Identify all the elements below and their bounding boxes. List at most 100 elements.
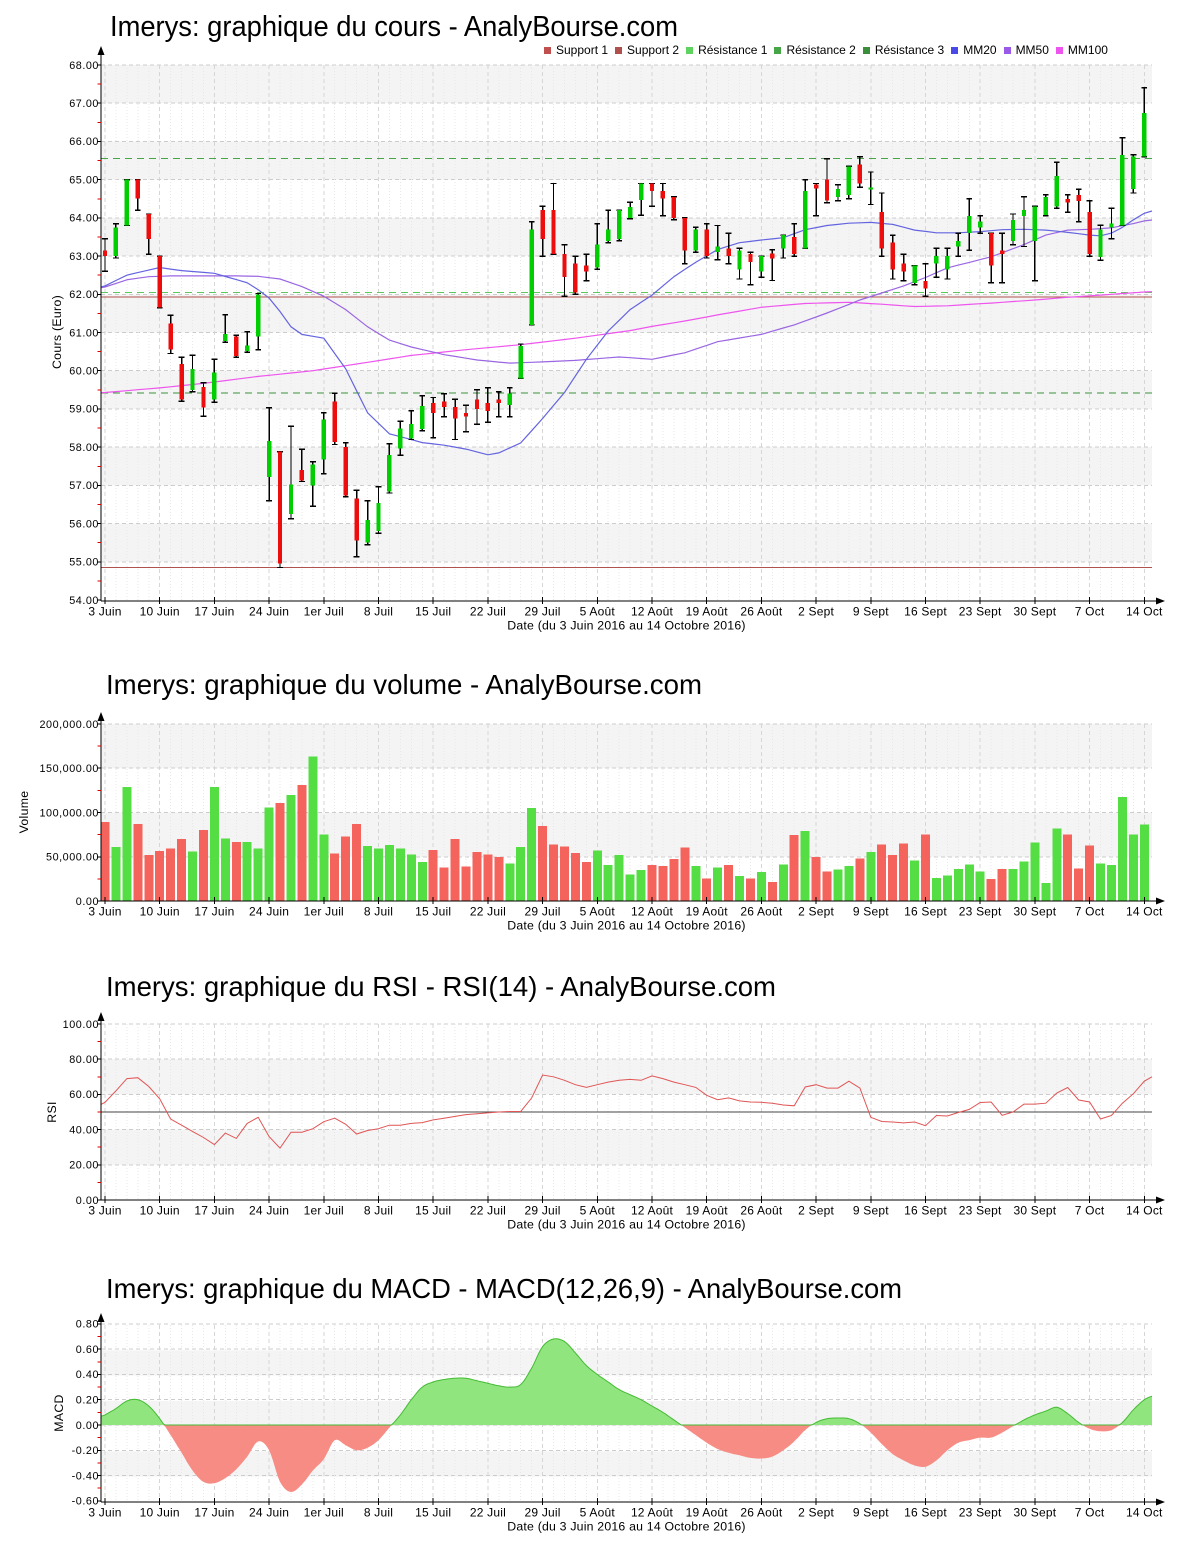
svg-text:12 Août: 12 Août xyxy=(631,1204,674,1218)
svg-text:3 Juin: 3 Juin xyxy=(88,1204,121,1218)
svg-text:2 Sept: 2 Sept xyxy=(798,1506,834,1520)
svg-text:54.00: 54.00 xyxy=(69,595,99,607)
svg-text:8 Juil: 8 Juil xyxy=(364,605,393,619)
svg-text:5 Août: 5 Août xyxy=(580,1204,616,1218)
svg-text:40.00: 40.00 xyxy=(69,1124,99,1136)
svg-text:8 Juil: 8 Juil xyxy=(364,905,393,919)
svg-text:23 Sept: 23 Sept xyxy=(959,1506,1002,1520)
svg-text:19 Août: 19 Août xyxy=(686,1204,729,1218)
svg-text:23 Sept: 23 Sept xyxy=(959,905,1002,919)
svg-text:9 Sept: 9 Sept xyxy=(853,605,889,619)
svg-text:14 Oct: 14 Oct xyxy=(1126,905,1163,919)
svg-text:0.00: 0.00 xyxy=(76,1420,99,1432)
svg-text:-0.40: -0.40 xyxy=(72,1470,99,1482)
svg-text:60.00: 60.00 xyxy=(69,1089,99,1101)
svg-text:Imerys: graphique du cours - A: Imerys: graphique du cours - AnalyBourse… xyxy=(110,11,678,43)
svg-text:Volume: Volume xyxy=(17,791,31,834)
svg-text:56.00: 56.00 xyxy=(69,518,99,530)
svg-text:23 Sept: 23 Sept xyxy=(959,605,1002,619)
svg-text:30 Sept: 30 Sept xyxy=(1014,1204,1057,1218)
svg-text:0.60: 0.60 xyxy=(76,1344,99,1356)
svg-text:29 Juil: 29 Juil xyxy=(525,905,561,919)
svg-text:67.00: 67.00 xyxy=(69,98,99,110)
svg-text:26 Août: 26 Août xyxy=(740,1506,783,1520)
svg-text:9 Sept: 9 Sept xyxy=(853,905,889,919)
svg-text:-0.20: -0.20 xyxy=(72,1445,99,1457)
svg-text:7 Oct: 7 Oct xyxy=(1075,1204,1105,1218)
svg-text:15 Juil: 15 Juil xyxy=(415,905,451,919)
svg-text:0.00: 0.00 xyxy=(76,1195,99,1207)
svg-text:8 Juil: 8 Juil xyxy=(364,1204,393,1218)
svg-text:22 Juil: 22 Juil xyxy=(470,605,506,619)
svg-text:0.00: 0.00 xyxy=(76,896,99,908)
svg-text:24 Juin: 24 Juin xyxy=(249,905,289,919)
svg-text:14 Oct: 14 Oct xyxy=(1126,1204,1163,1218)
svg-text:24 Juin: 24 Juin xyxy=(249,1506,289,1520)
svg-text:19 Août: 19 Août xyxy=(686,605,729,619)
svg-text:7 Oct: 7 Oct xyxy=(1075,605,1105,619)
svg-text:-0.60: -0.60 xyxy=(72,1496,99,1508)
svg-text:RSI: RSI xyxy=(45,1101,59,1122)
svg-text:57.00: 57.00 xyxy=(69,480,99,492)
svg-text:22 Juil: 22 Juil xyxy=(470,905,506,919)
svg-text:Cours (Euro): Cours (Euro) xyxy=(50,295,64,369)
svg-text:17 Juin: 17 Juin xyxy=(194,905,234,919)
svg-text:29 Juil: 29 Juil xyxy=(525,605,561,619)
svg-text:0.20: 0.20 xyxy=(76,1395,99,1407)
svg-text:22 Juil: 22 Juil xyxy=(470,1506,506,1520)
svg-text:26 Août: 26 Août xyxy=(740,905,783,919)
svg-text:62.00: 62.00 xyxy=(69,289,99,301)
svg-text:80.00: 80.00 xyxy=(69,1054,99,1066)
svg-text:Imerys: graphique du MACD - MA: Imerys: graphique du MACD - MACD(12,26,9… xyxy=(106,1273,902,1304)
svg-text:16 Sept: 16 Sept xyxy=(904,605,947,619)
svg-text:50,000.00: 50,000.00 xyxy=(46,852,99,864)
svg-text:Date (du 3 Juin 2016 au 14 Oct: Date (du 3 Juin 2016 au 14 Octobre 2016) xyxy=(507,619,745,633)
svg-text:100,000.00: 100,000.00 xyxy=(39,807,99,819)
svg-text:Imerys: graphique du RSI - RSI: Imerys: graphique du RSI - RSI(14) - Ana… xyxy=(106,971,776,1002)
svg-text:30 Sept: 30 Sept xyxy=(1014,605,1057,619)
svg-text:MACD: MACD xyxy=(52,1394,66,1431)
svg-text:59.00: 59.00 xyxy=(69,404,99,416)
svg-text:15 Juil: 15 Juil xyxy=(415,1204,451,1218)
svg-text:19 Août: 19 Août xyxy=(686,905,729,919)
svg-text:Date (du 3 Juin 2016 au 14 Oct: Date (du 3 Juin 2016 au 14 Octobre 2016) xyxy=(507,919,745,933)
svg-text:9 Sept: 9 Sept xyxy=(853,1204,889,1218)
svg-text:10 Juin: 10 Juin xyxy=(140,905,180,919)
svg-text:61.00: 61.00 xyxy=(69,327,99,339)
svg-text:55.00: 55.00 xyxy=(69,557,99,569)
svg-text:8 Juil: 8 Juil xyxy=(364,1506,393,1520)
svg-text:2 Sept: 2 Sept xyxy=(798,1204,834,1218)
svg-text:5 Août: 5 Août xyxy=(580,1506,616,1520)
svg-text:15 Juil: 15 Juil xyxy=(415,605,451,619)
svg-text:14 Oct: 14 Oct xyxy=(1126,1506,1163,1520)
svg-text:60.00: 60.00 xyxy=(69,366,99,378)
svg-text:1er Juil: 1er Juil xyxy=(304,1506,344,1520)
svg-text:15 Juil: 15 Juil xyxy=(415,1506,451,1520)
svg-text:200,000.00: 200,000.00 xyxy=(39,719,99,731)
svg-text:0.40: 0.40 xyxy=(76,1369,99,1381)
svg-text:24 Juin: 24 Juin xyxy=(249,1204,289,1218)
svg-text:30 Sept: 30 Sept xyxy=(1014,905,1057,919)
svg-text:29 Juil: 29 Juil xyxy=(525,1204,561,1218)
svg-text:12 Août: 12 Août xyxy=(631,1506,674,1520)
svg-text:100.00: 100.00 xyxy=(63,1019,99,1031)
svg-text:7 Oct: 7 Oct xyxy=(1075,1506,1105,1520)
svg-text:17 Juin: 17 Juin xyxy=(194,1204,234,1218)
svg-text:150,000.00: 150,000.00 xyxy=(39,763,99,775)
svg-text:30 Sept: 30 Sept xyxy=(1014,1506,1057,1520)
svg-text:17 Juin: 17 Juin xyxy=(194,605,234,619)
svg-text:26 Août: 26 Août xyxy=(740,1204,783,1218)
svg-text:2 Sept: 2 Sept xyxy=(798,905,834,919)
svg-text:66.00: 66.00 xyxy=(69,136,99,148)
svg-text:5 Août: 5 Août xyxy=(580,905,616,919)
svg-text:19 Août: 19 Août xyxy=(686,1506,729,1520)
svg-text:22 Juil: 22 Juil xyxy=(470,1204,506,1218)
svg-text:12 Août: 12 Août xyxy=(631,605,674,619)
svg-text:Date (du 3 Juin 2016 au 14 Oct: Date (du 3 Juin 2016 au 14 Octobre 2016) xyxy=(507,1218,745,1232)
svg-text:16 Sept: 16 Sept xyxy=(904,905,947,919)
svg-text:3 Juin: 3 Juin xyxy=(88,905,121,919)
svg-text:3 Juin: 3 Juin xyxy=(88,1506,121,1520)
svg-text:68.00: 68.00 xyxy=(69,60,99,72)
svg-text:7 Oct: 7 Oct xyxy=(1075,905,1105,919)
svg-text:29 Juil: 29 Juil xyxy=(525,1506,561,1520)
